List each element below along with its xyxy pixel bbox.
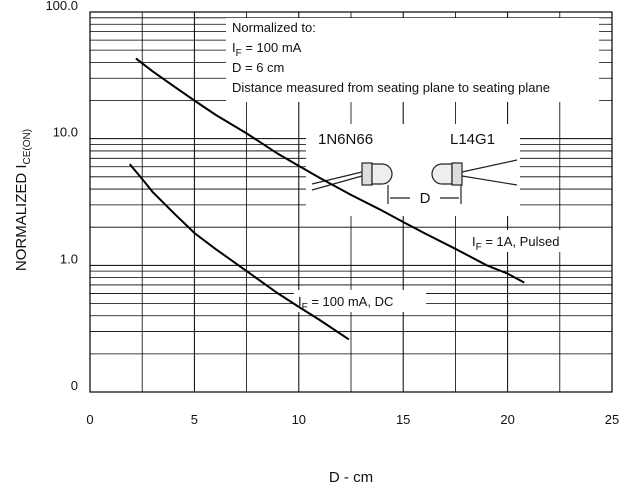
- text-rest: = 1A, Pulsed: [482, 234, 560, 249]
- diagram-background: [306, 124, 520, 216]
- label-background: [468, 230, 580, 252]
- y-tick-label: 100.0: [45, 0, 78, 13]
- x-tick-label: 10: [292, 412, 306, 427]
- text-subscript: F: [476, 242, 482, 253]
- text-main: I: [472, 234, 476, 249]
- x-tick-label: 5: [191, 412, 198, 427]
- text-rest: = 100 mA: [242, 40, 302, 55]
- curve: [128, 163, 350, 341]
- text-rest: = 100 mA, DC: [308, 294, 394, 309]
- label-background: [294, 290, 426, 312]
- text-subscript: F: [302, 302, 308, 313]
- text-main: NORMALIZED I: [13, 164, 30, 271]
- curve: [135, 57, 525, 284]
- led-diagram: [311, 159, 518, 204]
- text-main: I: [232, 40, 236, 55]
- annotation: Distance measured from seating plane to …: [232, 80, 550, 95]
- curves: [128, 57, 525, 341]
- x-tick-label: 15: [396, 412, 410, 427]
- y-tick-label: 10.0: [53, 125, 78, 140]
- annotation: Normalized to:: [232, 20, 316, 35]
- series-label: IF = 100 mA, DC: [298, 294, 393, 313]
- x-axis-title: D - cm: [329, 469, 373, 486]
- text-subscript: CE(ON): [22, 129, 33, 165]
- plot-frame: [89, 11, 613, 393]
- diagram-label: L14G1: [450, 131, 495, 148]
- annotation-background: [226, 18, 599, 102]
- text-subscript: F: [236, 48, 242, 59]
- y-tick-label: 0: [71, 378, 78, 393]
- y-axis-title: NORMALIZED ICE(ON): [13, 129, 33, 271]
- annotation: D = 6 cm: [232, 60, 284, 75]
- text-main: I: [298, 294, 302, 309]
- annotation: IF = 100 mA: [232, 40, 302, 59]
- diagram-label: 1N6N66: [318, 131, 373, 148]
- diagram-label: D: [420, 190, 431, 207]
- x-tick-label: 0: [86, 412, 93, 427]
- x-tick-label: 20: [500, 412, 514, 427]
- x-tick-label: 25: [605, 412, 619, 427]
- series-label: IF = 1A, Pulsed: [472, 234, 559, 253]
- y-tick-label: 1.0: [60, 251, 78, 266]
